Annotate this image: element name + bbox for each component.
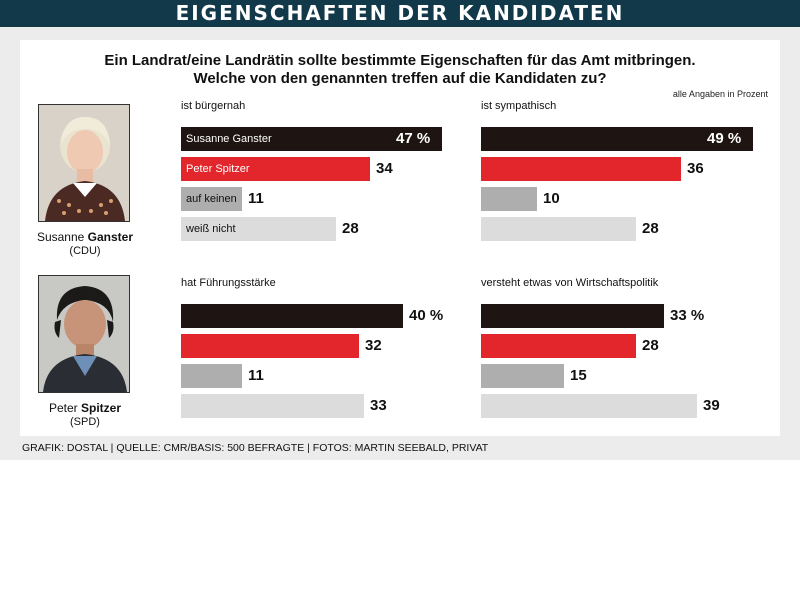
bar-weiss-nicht (481, 394, 697, 418)
credits-footer: GRAFIK: DOSTAL | QUELLE: CMR/BASIS: 500 … (22, 442, 489, 454)
chart-title: hat Führungsstärke (181, 277, 276, 289)
bar-category-label: weiß nicht (186, 223, 236, 235)
bar-value-label: 47 % (396, 130, 431, 147)
photo-susanne-ganster (38, 104, 130, 222)
unit-note: alle Angaben in Prozent (672, 89, 768, 99)
bar-value-label: 28 (342, 220, 359, 237)
bar-value-label: 33 (370, 397, 387, 414)
bar-spitzer (481, 157, 681, 181)
bar-category-label: Peter Spitzer (186, 163, 250, 175)
candidate-last-name: Spitzer (81, 401, 122, 415)
survey-question: Ein Landrat/eine Landrätin sollte bestim… (20, 52, 780, 88)
candidate-party: (SPD) (70, 416, 100, 428)
bar-weiss-nicht (481, 217, 636, 241)
bar-auf-keinen: auf keinen (181, 187, 242, 211)
candidate-susanne-ganster: Susanne Ganster (CDU) (20, 230, 150, 258)
bar-spitzer (181, 334, 359, 358)
candidate-first-name: Susanne (36, 230, 85, 244)
bar-ganster (181, 304, 403, 328)
bar-spitzer (481, 334, 636, 358)
bar-value-label: 28 (642, 337, 659, 354)
question-line-2: Welche von den genannten treffen auf die… (193, 70, 607, 87)
bar-value-label: 33 % (670, 307, 705, 324)
candidate-peter-spitzer: Peter Spitzer (SPD) (20, 401, 150, 429)
bar-auf-keinen (481, 187, 537, 211)
chart-title: ist bürgernah (181, 100, 246, 112)
bar-value-label: 34 (376, 160, 393, 177)
bar-weiss-nicht (181, 394, 364, 418)
bar-value-label: 40 % (409, 307, 444, 324)
bar-value-label: 32 (365, 337, 382, 354)
bar-category-label: auf keinen (186, 193, 237, 205)
bar-spitzer: Peter Spitzer (181, 157, 370, 181)
bar-value-label: 39 (703, 397, 720, 414)
chart-title: ist sympathisch (481, 100, 557, 112)
bar-value-label: 49 % (707, 130, 742, 147)
infographic: EIGENSCHAFTEN DER KANDIDATEN Ein Landrat… (0, 0, 800, 460)
bar-value-label: 11 (248, 190, 264, 207)
bar-weiss-nicht: weiß nicht (181, 217, 336, 241)
bar-ganster: Susanne Ganster (181, 127, 442, 151)
bar-value-label: 10 (543, 190, 560, 207)
candidate-first-name: Peter (48, 401, 78, 415)
bar-ganster (481, 127, 753, 151)
bar-ganster (481, 304, 664, 328)
bar-value-label: 36 (687, 160, 704, 177)
candidate-last-name: Ganster (87, 230, 134, 244)
bar-value-label: 11 (248, 367, 264, 384)
question-line-1: Ein Landrat/eine Landrätin sollte bestim… (104, 52, 696, 69)
chart-title: versteht etwas von Wirtschaftspolitik (481, 277, 659, 289)
photo-peter-spitzer (38, 275, 130, 393)
bar-category-label: Susanne Ganster (186, 133, 272, 145)
content-panel: Ein Landrat/eine Landrätin sollte bestim… (20, 40, 780, 436)
bar-auf-keinen (481, 364, 564, 388)
bar-auf-keinen (181, 364, 242, 388)
bar-value-label: 15 (570, 367, 587, 384)
header-title: EIGENSCHAFTEN DER KANDIDATEN (0, 0, 800, 27)
bar-value-label: 28 (642, 220, 659, 237)
candidate-party: (CDU) (69, 245, 101, 257)
